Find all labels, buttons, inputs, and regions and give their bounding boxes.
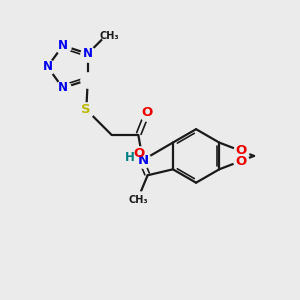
Text: S: S — [82, 103, 91, 116]
Text: O: O — [133, 147, 144, 161]
Text: N: N — [83, 47, 93, 60]
Text: CH₃: CH₃ — [100, 31, 119, 41]
Text: N: N — [58, 82, 68, 94]
Text: N: N — [43, 60, 52, 73]
Text: N: N — [58, 39, 68, 52]
Text: O: O — [235, 154, 246, 167]
Text: O: O — [235, 144, 246, 158]
Text: N: N — [138, 154, 149, 166]
Text: CH₃: CH₃ — [129, 195, 148, 205]
Text: O: O — [142, 106, 153, 119]
Text: H: H — [125, 151, 135, 164]
